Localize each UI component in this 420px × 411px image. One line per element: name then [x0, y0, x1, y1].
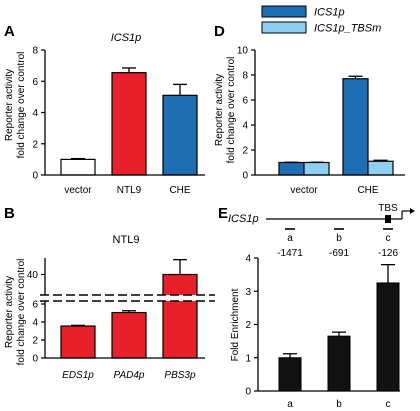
- chart-b: NTL9 Reporter activity fold change over …: [4, 234, 215, 381]
- chart-d-category-label: vector: [290, 185, 318, 196]
- chart-d-ytick-label: 6: [242, 96, 248, 107]
- chart-e-ylabel: Fold Enrichment: [230, 288, 241, 361]
- chart-d-legend-swatch: [261, 21, 307, 34]
- chart-e-ytick-label: 1: [245, 353, 251, 364]
- chart-a-ylabel-line1: Reporter activity: [4, 69, 15, 141]
- promoter-site-label: a: [287, 233, 293, 244]
- chart-d-ytick-label: 0: [242, 171, 248, 182]
- chart-a-title: ICS1p: [111, 32, 142, 44]
- chart-a: ICS1p Reporter activity fold change over…: [4, 32, 205, 196]
- chart-a-bar: [162, 94, 198, 176]
- chart-d-ylabel-line1: Reporter activity: [214, 74, 225, 146]
- chart-e-category-label: a: [287, 399, 293, 410]
- chart-e-category-label: c: [386, 399, 391, 410]
- chart-d-legend-swatch: [261, 5, 307, 18]
- chart-a-ytick-label: 4: [32, 108, 38, 119]
- promoter-site-position: -126: [378, 248, 398, 259]
- promoter-diagram: ICS1p TBS a -1471 b -691 c -126: [228, 203, 415, 259]
- promoter-site-label: b: [336, 233, 342, 244]
- panel-label-e: E: [218, 205, 228, 222]
- chart-d-bar: [342, 78, 369, 176]
- tbs-box: [385, 215, 391, 223]
- chart-b-bar: [60, 325, 96, 359]
- chart-d-ylabel-line2: fold change over control: [226, 57, 237, 164]
- chart-d-ytick-label: 2: [242, 146, 248, 157]
- promoter-site-position: -691: [329, 248, 349, 259]
- chart-b-category-label: PBS3p: [164, 370, 196, 381]
- chart-d-ytick-label: 4: [242, 121, 248, 132]
- chart-b-category-label: PAD4p: [114, 370, 145, 381]
- chart-a-bar: [60, 158, 96, 176]
- chart-d-bar: [367, 160, 394, 176]
- chart-e-ytick-label: 0: [245, 387, 251, 398]
- chart-e: Fold Enrichment 0 1 2 3 4 a b c: [230, 254, 400, 410]
- chart-a-ytick-label: 2: [32, 139, 38, 150]
- chart-d-legend-label: ICS1p_TBSm: [314, 23, 381, 35]
- chart-e-ytick-label: 4: [245, 254, 251, 265]
- chart-b-ytick-label: 2: [32, 336, 38, 347]
- promoter-site-label: c: [386, 233, 391, 244]
- chart-a-ytick-label: 6: [32, 77, 38, 88]
- chart-b-bar: [162, 273, 198, 359]
- chart-d: Reporter activity fold change over contr…: [214, 5, 405, 196]
- chart-b-ytick-label: 6: [32, 300, 38, 311]
- chart-a-category-label: CHE: [169, 185, 190, 196]
- chart-b-ylabel-line2: fold change over control: [16, 259, 27, 366]
- panel-label-d: D: [214, 23, 225, 40]
- chart-b-ylabel-line1: Reporter activity: [4, 276, 15, 348]
- chart-b-category-label: EDS1p: [62, 370, 94, 381]
- chart-e-ytick-label: 2: [245, 320, 251, 331]
- chart-a-ylabel-line2: fold change over control: [16, 52, 27, 159]
- chart-d-bar: [303, 161, 330, 176]
- promoter-site-position: -1471: [277, 248, 303, 259]
- chart-b-bar: [111, 311, 147, 359]
- promoter-name: ICS1p: [228, 213, 259, 225]
- chart-e-category-label: b: [336, 399, 342, 410]
- chart-d-legend-label: ICS1p: [314, 7, 345, 19]
- chart-d-category-label: CHE: [357, 185, 378, 196]
- chart-a-category-label: NTL9: [117, 185, 142, 196]
- panel-label-b: B: [4, 205, 15, 222]
- chart-d-ytick-label: 8: [242, 71, 248, 82]
- chart-a-ytick-label: 0: [32, 171, 38, 182]
- chart-a-category-label: vector: [64, 185, 92, 196]
- chart-b-ytick-label: 40: [27, 270, 39, 281]
- chart-b-axis-break-gap: [40, 295, 215, 301]
- chart-e-bar: [327, 335, 351, 392]
- chart-d-ytick-label: 10: [237, 46, 249, 57]
- chart-b-ytick-label: 0: [32, 354, 38, 365]
- tss-arrow-icon: [410, 208, 415, 214]
- chart-e-ytick-label: 3: [245, 287, 251, 298]
- chart-a-bar: [111, 72, 147, 176]
- chart-b-ytick-label: 4: [32, 318, 38, 329]
- chart-e-bar: [376, 282, 400, 392]
- chart-e-bar: [278, 357, 302, 392]
- chart-b-title: NTL9: [113, 234, 140, 246]
- chart-d-bar: [278, 161, 305, 176]
- chart-a-ytick-label: 8: [32, 46, 38, 57]
- panel-label-a: A: [4, 23, 15, 40]
- tbs-label: TBS: [378, 203, 398, 214]
